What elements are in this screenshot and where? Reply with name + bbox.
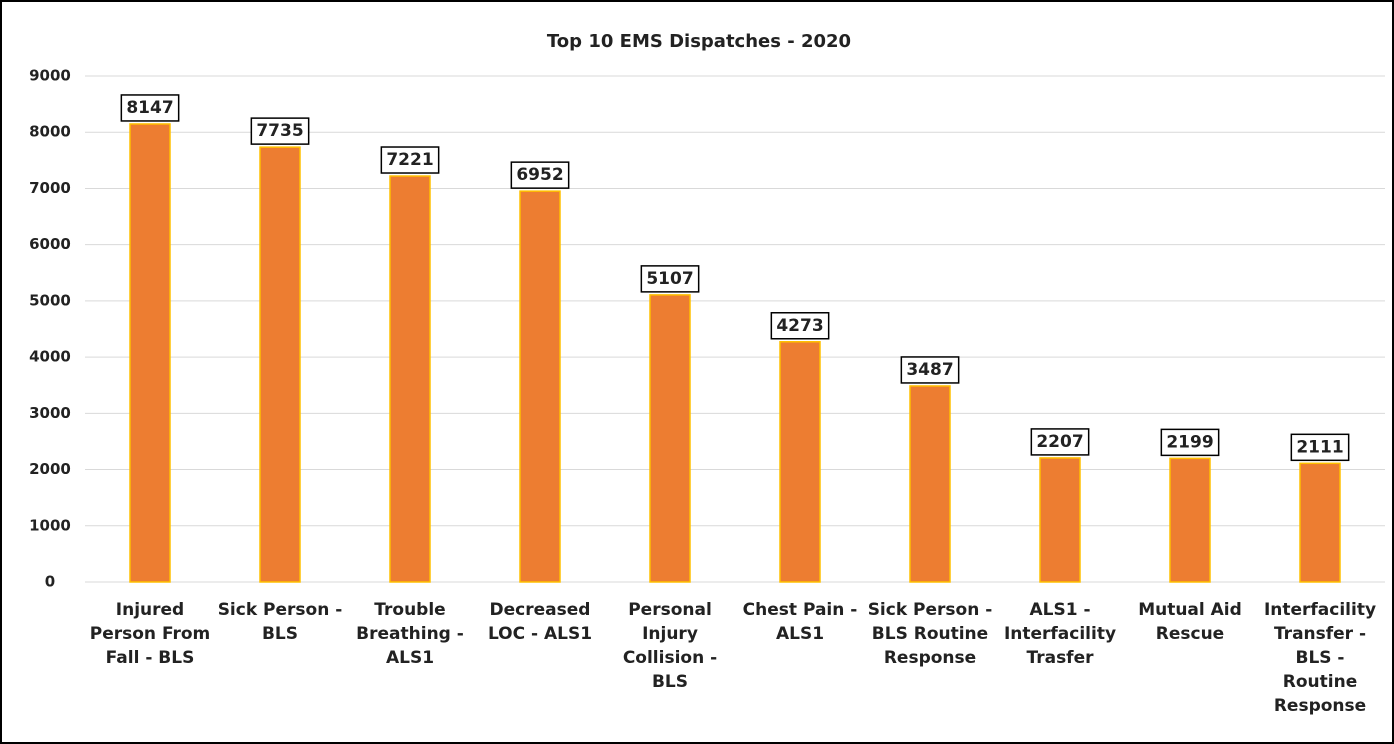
bar [129, 123, 171, 583]
bar [1169, 457, 1211, 583]
x-tick-label: Decreased LOC - ALS1 [487, 600, 593, 644]
y-tick-label: 4000 [29, 348, 71, 366]
x-tick-label: Personal Injury Collision - BLS [622, 600, 718, 692]
data-label-box [250, 117, 310, 145]
x-tick-label: Injured Person From Fall - BLS [89, 600, 211, 668]
data-label-box [1030, 428, 1090, 456]
bar [649, 294, 691, 583]
y-tick-label: 5000 [29, 291, 71, 309]
x-tick-label: Mutual Aid Rescue [1138, 600, 1242, 644]
data-label-box [770, 312, 830, 340]
chart-title: Top 10 EMS Dispatches - 2020 [547, 31, 851, 52]
y-tick-label: 3000 [29, 404, 71, 422]
bar [909, 385, 951, 583]
data-label: 2199 [1166, 432, 1213, 452]
y-tick-label: 1000 [29, 516, 71, 534]
bar [519, 190, 561, 583]
data-label-box [510, 161, 570, 189]
data-label: 6952 [516, 165, 563, 185]
data-label-box [900, 356, 960, 384]
data-label: 4273 [776, 316, 823, 336]
data-label: 7221 [386, 150, 433, 170]
data-label: 7735 [256, 121, 303, 141]
data-label: 2111 [1296, 437, 1343, 457]
x-tick-label: Interfacility Transfer - BLS - Routine R… [1263, 600, 1377, 716]
x-tick-label: Trouble Breathing - ALS1 [356, 600, 464, 668]
data-label-box [1290, 433, 1350, 462]
y-tick-label: 0 [45, 573, 55, 591]
bar [389, 175, 431, 583]
bar [1039, 457, 1081, 583]
x-tick-label: Sick Person - BLS [217, 600, 343, 644]
y-tick-label: 9000 [29, 67, 71, 85]
data-label-box [640, 265, 700, 293]
data-label: 8147 [126, 98, 173, 118]
bar [259, 146, 301, 583]
data-label-box [1160, 428, 1220, 457]
data-label: 5107 [646, 269, 693, 289]
data-label: 2207 [1036, 432, 1083, 452]
data-label-box [120, 94, 180, 122]
x-tick-label: ALS1 - Interfacility Trasfer [1003, 600, 1117, 668]
y-tick-label: 2000 [29, 460, 71, 478]
x-tick-label: Chest Pain - ALS1 [742, 600, 858, 644]
bar [779, 341, 821, 583]
bar [1299, 462, 1341, 583]
y-tick-label: 6000 [29, 235, 71, 253]
y-tick-label: 7000 [29, 179, 71, 197]
x-tick-label: Sick Person - BLS Routine Response [867, 600, 993, 668]
data-label-box [380, 146, 440, 174]
data-label: 3487 [906, 360, 953, 380]
y-tick-label: 8000 [29, 123, 71, 141]
